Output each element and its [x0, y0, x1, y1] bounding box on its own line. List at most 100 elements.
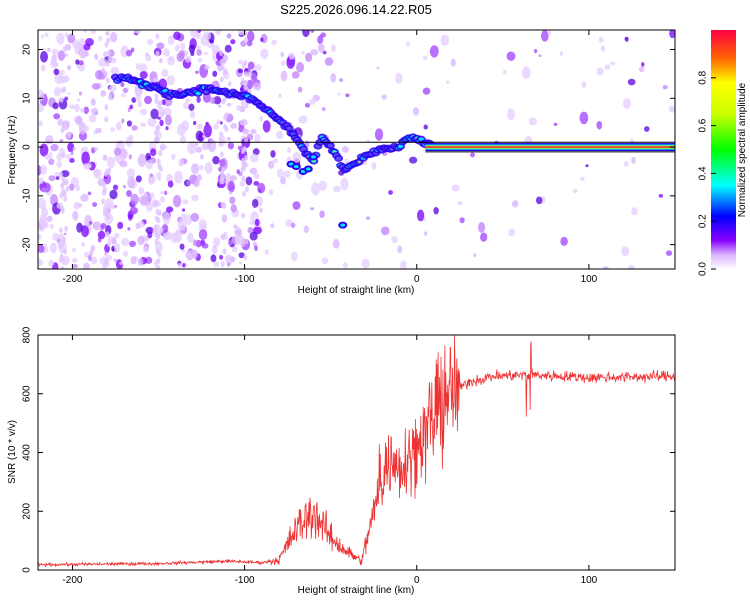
spectrogram-noise-blob — [209, 39, 214, 44]
colorbar-label: Normalized spectral amplitude — [737, 82, 748, 217]
spectrogram-noise-blob — [150, 192, 155, 199]
spectrogram-noise-blob — [126, 120, 132, 127]
snr-frame — [37, 334, 676, 571]
spectrogram-noise-blob — [406, 41, 410, 47]
spectrogram-noise-blob — [309, 98, 316, 105]
spectrogram-noise-blob — [139, 63, 148, 74]
spectrogram-noise-blob — [143, 192, 147, 198]
spectrogram-noise-blob — [535, 196, 543, 205]
spectrogram-streak-blob — [157, 251, 162, 258]
spectrogram-noise-blob — [246, 30, 255, 42]
spectrogram-noise-blob — [49, 223, 54, 229]
spectrogram-streak-blob — [101, 198, 106, 205]
spectrogram-noise-blob — [376, 66, 380, 70]
spectrogram-noise-blob — [281, 60, 286, 67]
spectrogram-noise-blob — [291, 71, 300, 79]
track-branch-inner — [293, 164, 299, 169]
spectrogram-noise-blob — [139, 71, 148, 79]
spectrogram-noise-blob — [188, 103, 195, 112]
spectrogram-xtick-label: 100 — [581, 274, 598, 285]
spectrogram-noise-blob — [156, 171, 162, 179]
spectrogram-noise-blob — [165, 126, 169, 131]
spectrogram-streak-blob — [244, 102, 249, 109]
spectrogram-noise-blob — [75, 115, 83, 126]
spectrogram-streak-blob — [58, 171, 63, 178]
spectrogram-streak-blob — [61, 176, 66, 183]
spectrogram-noise-blob — [129, 206, 138, 215]
spectrogram-noise-blob — [137, 258, 144, 266]
spectrogram-noise-blob — [135, 222, 140, 230]
spectrogram-streak-blob — [221, 201, 226, 208]
spectrogram-noise-blob — [38, 89, 45, 102]
spectrogram-noise-blob — [59, 139, 64, 143]
spectrogram-noise-blob — [50, 143, 59, 152]
spectrogram-noise-blob — [450, 58, 456, 67]
spectrogram-noise-blob — [46, 215, 53, 222]
spectrogram-streak-blob — [220, 261, 225, 268]
spectrogram-noise-blob — [72, 147, 76, 151]
spectrogram-noise-blob — [117, 139, 123, 147]
spectrogram-noise-blob — [445, 80, 450, 84]
spectrogram-streak-blob — [104, 104, 109, 111]
colorbar-tick-label: 0.8 — [698, 70, 709, 84]
spectrogram-noise-blob — [162, 212, 171, 225]
spectrogram-noise-blob — [126, 190, 132, 197]
spectrogram-noise-blob — [60, 170, 70, 178]
spectrogram-noise-blob — [292, 201, 301, 210]
spectrogram-noise-blob — [250, 73, 258, 83]
spectrogram-noise-blob — [260, 37, 264, 42]
spectrogram-streak-blob — [102, 186, 107, 193]
spectrogram-streak-blob — [219, 131, 224, 138]
spectrogram-streak-blob — [107, 167, 112, 174]
snr-xtick-label: -100 — [235, 575, 255, 586]
spectrogram-streak-blob — [63, 196, 68, 203]
spectrogram-noise-blob — [39, 216, 48, 229]
spectrogram-noise-blob — [90, 30, 97, 35]
spectrogram-noise-blob — [310, 207, 315, 211]
spectrogram-noise-blob — [234, 229, 242, 236]
track-blob-core — [357, 161, 361, 163]
spectrogram-noise-blob — [69, 183, 75, 191]
spectrogram-noise-blob — [88, 221, 93, 225]
spectrogram-noise-blob — [242, 128, 250, 135]
spectrogram-streak-blob — [219, 76, 224, 83]
spectrogram-noise-blob — [149, 173, 154, 177]
spectrogram-noise-blob — [49, 242, 57, 254]
spectrogram-noise-blob — [260, 48, 269, 59]
spectrogram-noise-blob — [111, 237, 117, 245]
spectrogram-noise-blob — [229, 196, 236, 205]
spectrogram-noise-blob — [137, 153, 147, 167]
spectrogram-noise-blob — [156, 42, 165, 50]
spectrogram-noise-blob — [56, 233, 66, 247]
spectrogram-noise-blob — [341, 146, 349, 153]
spectrogram-noise-blob — [400, 260, 407, 269]
spectrogram-noise-blob — [113, 258, 118, 263]
spectrogram-noise-blob — [48, 158, 55, 165]
spectrogram-noise-blob — [547, 30, 552, 36]
spectrogram-noise-blob — [226, 136, 231, 141]
spectrogram-streak-blob — [159, 144, 164, 151]
spectrogram-noise-blob — [283, 170, 291, 178]
spectrogram-streak-blob — [60, 183, 65, 190]
spectrogram-noise-blob — [228, 81, 232, 87]
spectrogram-noise-blob — [381, 94, 387, 100]
spectrogram-noise-blob — [120, 82, 125, 88]
spectrogram-noise-blob — [110, 127, 115, 132]
spectrogram-noise-blob — [110, 67, 120, 75]
spectrogram-noise-blob — [229, 256, 236, 263]
spectrogram-noise-blob — [253, 180, 260, 186]
spectrogram-noise-blob — [92, 202, 98, 207]
spectrogram-noise-blob — [337, 92, 341, 96]
spectrogram-noise-blob — [422, 87, 431, 95]
spectrogram-noise-blob — [81, 125, 90, 132]
spectrogram-noise-blob — [204, 65, 211, 70]
spectrogram-noise-blob — [252, 148, 260, 156]
spectrogram-streak-blob — [60, 127, 65, 134]
spectrogram-streak-blob — [240, 241, 245, 248]
spectrogram-noise-blob — [226, 102, 232, 107]
spectrogram-noise-blob — [164, 190, 168, 196]
spectrogram-noise-blob — [160, 190, 164, 195]
spectrogram-noise-blob — [270, 223, 275, 228]
spectrogram-noise-blob — [195, 239, 202, 248]
spectrogram-streak-blob — [243, 254, 248, 261]
